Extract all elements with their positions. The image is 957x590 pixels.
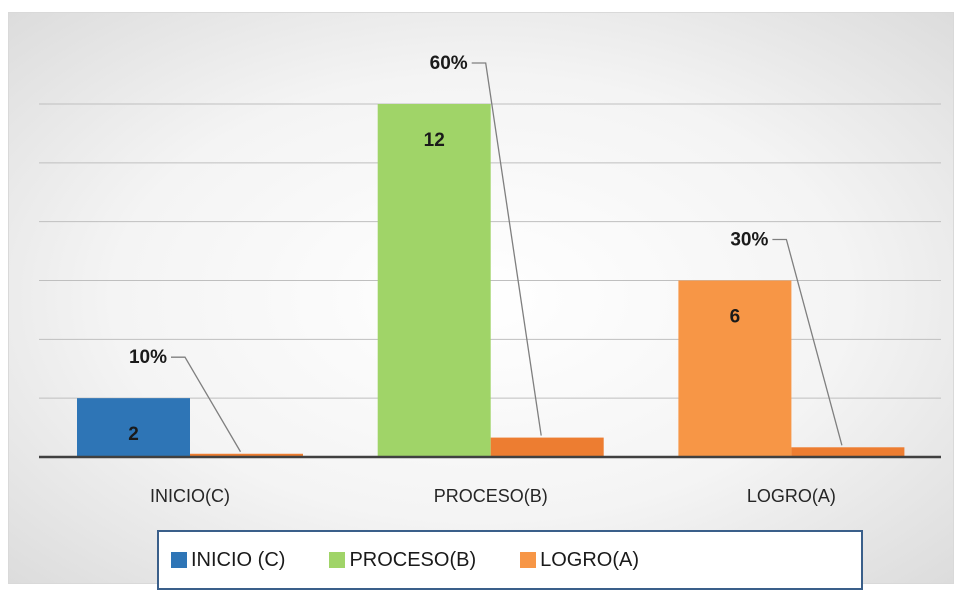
value-label: 2 <box>128 424 139 445</box>
bar-inicioc <box>77 398 190 457</box>
percent-bar <box>791 447 905 457</box>
value-label: 12 <box>424 130 445 151</box>
chart-area: 2 10% 12 60% 6 30% INICIO(C) PROCESO(B) LOGRO(A… <box>8 12 954 590</box>
legend-swatch-proceso <box>329 552 346 568</box>
percent-label: 30% <box>730 230 768 251</box>
leader-line <box>471 62 542 436</box>
legend-label-proceso: PROCESO(B) <box>349 548 477 571</box>
chart-canvas: 2 10% 12 60% 6 30% INICIO(C) PROCESO(B) LOGRO(A… <box>39 53 941 506</box>
percent-label: 10% <box>129 347 167 368</box>
leader-lines <box>171 62 843 453</box>
legend-item-proceso: PROCESO(B) <box>329 549 476 572</box>
percent-bar <box>190 453 303 457</box>
legend-label-logro: LOGRO(A) <box>540 548 640 571</box>
category-axis: INICIO(C) PROCESO(B) LOGRO(A) <box>150 486 836 506</box>
leader-line <box>171 356 242 453</box>
legend-swatch-inicio <box>171 552 187 568</box>
legend: INICIO (C) PROCESO(B) LOGRO(A) <box>157 530 863 590</box>
category-label: PROCESO(B) <box>434 486 548 506</box>
category-label: INICIO(C) <box>150 486 230 506</box>
bars <box>77 104 905 457</box>
legend-label-inicio: INICIO (C) <box>191 548 286 571</box>
bar-logroa <box>678 280 792 457</box>
bar-procesob <box>377 104 491 457</box>
category-label: LOGRO(A) <box>747 486 836 506</box>
percent-label: 60% <box>430 53 468 74</box>
value-label: 6 <box>730 307 741 328</box>
data-labels: 2 10% 12 60% 6 30% <box>128 53 768 445</box>
legend-swatch-logro <box>520 552 537 568</box>
legend-item-logro: LOGRO(A) <box>520 549 639 572</box>
percent-bar <box>490 437 604 457</box>
leader-line <box>772 238 843 446</box>
legend-item-inicio: INICIO (C) <box>171 549 285 572</box>
